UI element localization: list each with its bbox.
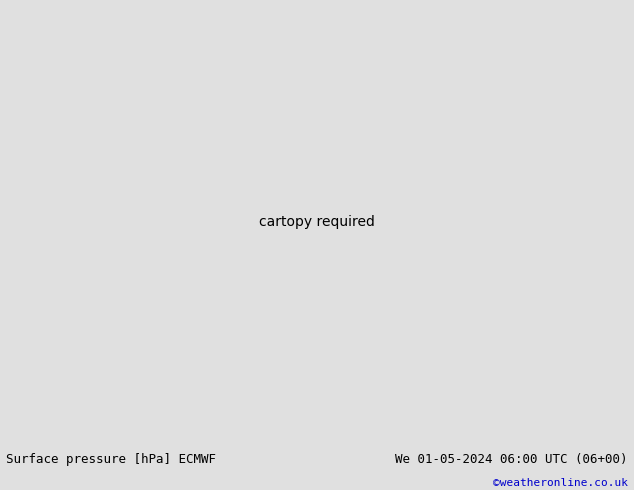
Text: cartopy required: cartopy required [259,215,375,229]
Text: Surface pressure [hPa] ECMWF: Surface pressure [hPa] ECMWF [6,453,216,466]
Text: We 01-05-2024 06:00 UTC (06+00): We 01-05-2024 06:00 UTC (06+00) [395,453,628,466]
Text: ©weatheronline.co.uk: ©weatheronline.co.uk [493,478,628,488]
